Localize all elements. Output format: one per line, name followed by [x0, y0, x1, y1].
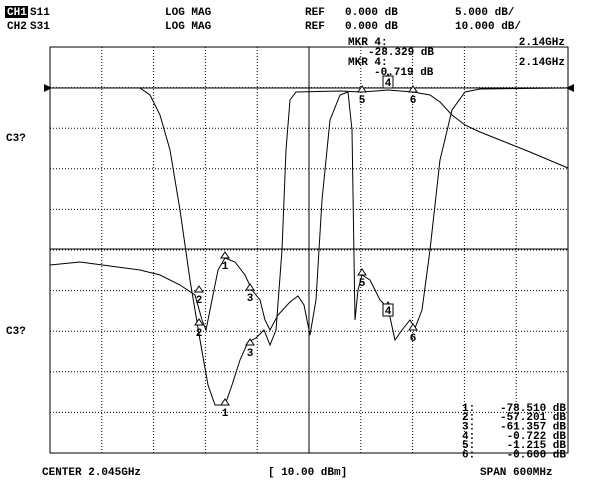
header-scale: 10.000 dB/ — [455, 21, 521, 33]
active-marker-box — [382, 303, 394, 317]
footer-power: [ 10.00 dBm] — [268, 467, 347, 479]
marker-number: 2 — [196, 328, 203, 340]
marker-number: 1 — [222, 261, 229, 273]
marker-table-value: -1.215 dB — [507, 440, 567, 452]
marker-readout-freq: 2.14GHz — [519, 37, 565, 49]
marker-triangle — [220, 251, 230, 259]
marker-triangle — [357, 85, 367, 93]
marker-triangle — [194, 285, 204, 293]
marker-readout-value: -28.329 dB — [368, 47, 434, 59]
header-ref-label: REF — [305, 7, 325, 19]
marker-number: 3 — [247, 293, 254, 305]
header-ref-label: REF — [305, 21, 325, 33]
marker-table-value: -61.357 dB — [500, 422, 566, 434]
marker-table-label: 4: — [462, 431, 475, 443]
marker-table-label: 1: — [462, 403, 475, 415]
ref-pointer — [44, 84, 52, 92]
marker-table-value: -0.722 dB — [507, 431, 567, 443]
marker-number: 6 — [410, 333, 417, 345]
marker-number: 1 — [222, 408, 229, 420]
channel-axis-label: C3? — [6, 133, 26, 145]
marker-triangle — [245, 283, 255, 291]
channel-label: CH2 — [7, 21, 27, 33]
active-channel-box — [5, 6, 28, 18]
marker-table-value: -57.201 dB — [500, 412, 566, 424]
marker-number: 2 — [196, 295, 203, 307]
marker-triangle — [408, 85, 418, 93]
header-ref: 0.000 dB — [345, 21, 398, 33]
channel-axis-label: C3? — [6, 326, 26, 338]
header-scale: 5.000 dB/ — [455, 7, 515, 19]
marker-number: 4 — [385, 306, 392, 318]
marker-number: 4 — [385, 78, 392, 90]
marker-triangle — [245, 338, 255, 346]
active-marker-box — [382, 75, 394, 89]
trace-s31 — [50, 87, 569, 406]
marker-number: 5 — [359, 95, 366, 107]
marker-table-label: 6: — [462, 449, 475, 461]
marker-table-value: -78.510 dB — [500, 403, 566, 415]
marker-triangle — [220, 398, 230, 406]
header-ref: 0.000 dB — [345, 7, 398, 19]
marker-table-label: 3: — [462, 422, 475, 434]
marker-number: 3 — [247, 348, 254, 360]
marker-readout-label: MKR 4: — [348, 57, 388, 69]
marker-readout-freq: 2.14GHz — [519, 57, 565, 69]
header-format: LOG MAG — [165, 7, 212, 19]
channel-label: CH1 — [7, 7, 27, 19]
marker-number: 5 — [359, 278, 366, 290]
marker-table-value: -0.600 dB — [507, 449, 567, 461]
header-param: S31 — [30, 21, 50, 33]
marker-table-label: 5: — [462, 440, 475, 452]
header-format: LOG MAG — [165, 21, 212, 33]
footer-span: SPAN 600MHz — [480, 467, 553, 479]
header-param: S11 — [30, 7, 50, 19]
marker-number: 6 — [410, 95, 417, 107]
marker-triangle — [408, 323, 418, 331]
marker-readout-label: MKR 4: — [348, 37, 388, 49]
marker-table-label: 2: — [462, 412, 475, 424]
footer-center: CENTER 2.045GHz — [42, 467, 141, 479]
marker-triangle — [194, 318, 204, 326]
marker-triangle — [357, 268, 367, 276]
ref-pointer — [566, 84, 574, 92]
